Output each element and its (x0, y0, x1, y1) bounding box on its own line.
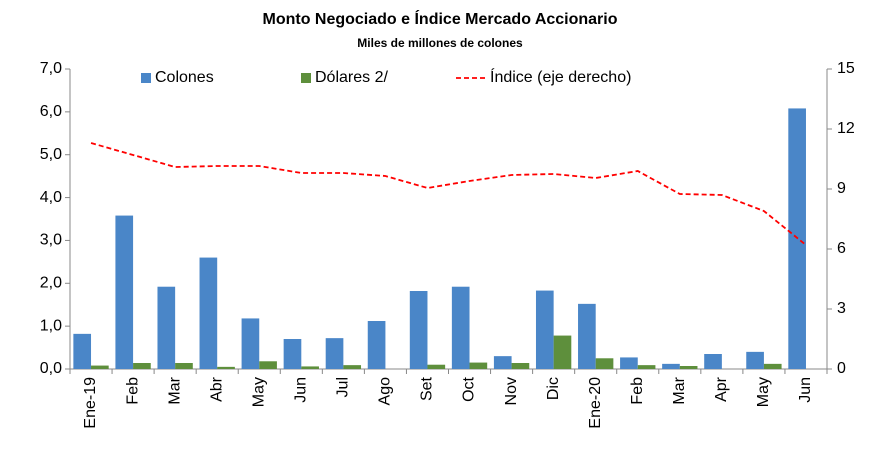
bar (73, 333, 92, 369)
x-tick-label: Oct (461, 376, 478, 401)
y2-tick-label: 6 (837, 240, 846, 257)
bar (325, 338, 344, 369)
y2-tick-label: 3 (837, 300, 846, 317)
legend-label: Índice (eje derecho) (490, 67, 631, 86)
y-tick-label: 0,0 (40, 360, 62, 377)
bar (199, 257, 218, 369)
chart-subtitle: Miles de millones de colones (357, 36, 523, 50)
bar (662, 363, 680, 369)
bar (535, 290, 554, 369)
bar (343, 365, 362, 369)
x-tick-label: Feb (124, 377, 141, 405)
x-tick-label: Ago (377, 377, 394, 406)
y2-tick-label: 12 (837, 120, 855, 137)
x-tick-label: May (250, 377, 267, 407)
bar (115, 215, 134, 369)
x-tick-label: Set (419, 376, 436, 401)
bar (259, 361, 277, 369)
y2-tick-label: 9 (837, 180, 846, 197)
y-tick-label: 3,0 (40, 232, 62, 249)
bar (91, 365, 109, 369)
legend-label: Dólares 2/ (315, 69, 388, 86)
x-tick-label: Jun (293, 377, 310, 403)
bar (241, 318, 260, 369)
y-tick-label: 5,0 (40, 146, 62, 163)
bar (553, 335, 572, 369)
bar (217, 366, 235, 369)
bar (367, 321, 386, 369)
bar (511, 363, 530, 369)
bar (578, 303, 596, 369)
index-line (90, 142, 807, 246)
y-tick-label: 1,0 (40, 317, 62, 334)
x-tick-label: Dic (545, 377, 562, 400)
bar (469, 362, 488, 369)
y-tick-label: 4,0 (40, 189, 62, 206)
bar (157, 286, 176, 369)
chart-title: Monto Negociado e Índice Mercado Acciona… (262, 9, 617, 28)
bar (133, 363, 151, 369)
x-tick-label: Feb (629, 377, 646, 405)
legend-swatch (301, 73, 311, 83)
y-tick-label: 6,0 (40, 103, 62, 120)
x-tick-label: Jun (797, 377, 814, 403)
bar (427, 364, 446, 369)
y-tick-label: 7,0 (40, 60, 62, 77)
bar (746, 351, 764, 369)
x-tick-label: Abr (208, 376, 225, 402)
x-tick-label: Ene-20 (587, 377, 604, 429)
x-tick-label: Jul (335, 377, 352, 397)
bar (637, 365, 656, 369)
x-tick-label: Nov (503, 377, 520, 405)
bar (763, 363, 782, 369)
bar (451, 286, 470, 369)
bar (595, 358, 614, 369)
bar (620, 357, 638, 369)
bar (679, 366, 698, 369)
bar (175, 363, 193, 369)
x-tick-label: May (755, 377, 772, 407)
y-tick-label: 2,0 (40, 275, 62, 292)
bar (493, 356, 512, 369)
x-tick-label: Mar (671, 376, 688, 404)
bar (283, 339, 302, 369)
bar (704, 354, 722, 369)
legend-label: Colones (155, 69, 214, 86)
x-tick-label: Ene-19 (82, 377, 99, 429)
bar (409, 291, 428, 369)
x-tick-label: Mar (166, 376, 183, 404)
bar (301, 366, 319, 369)
y2-tick-label: 15 (837, 60, 855, 77)
x-tick-label: Apr (713, 376, 730, 402)
y2-tick-label: 0 (837, 360, 846, 377)
legend-swatch (141, 73, 151, 83)
